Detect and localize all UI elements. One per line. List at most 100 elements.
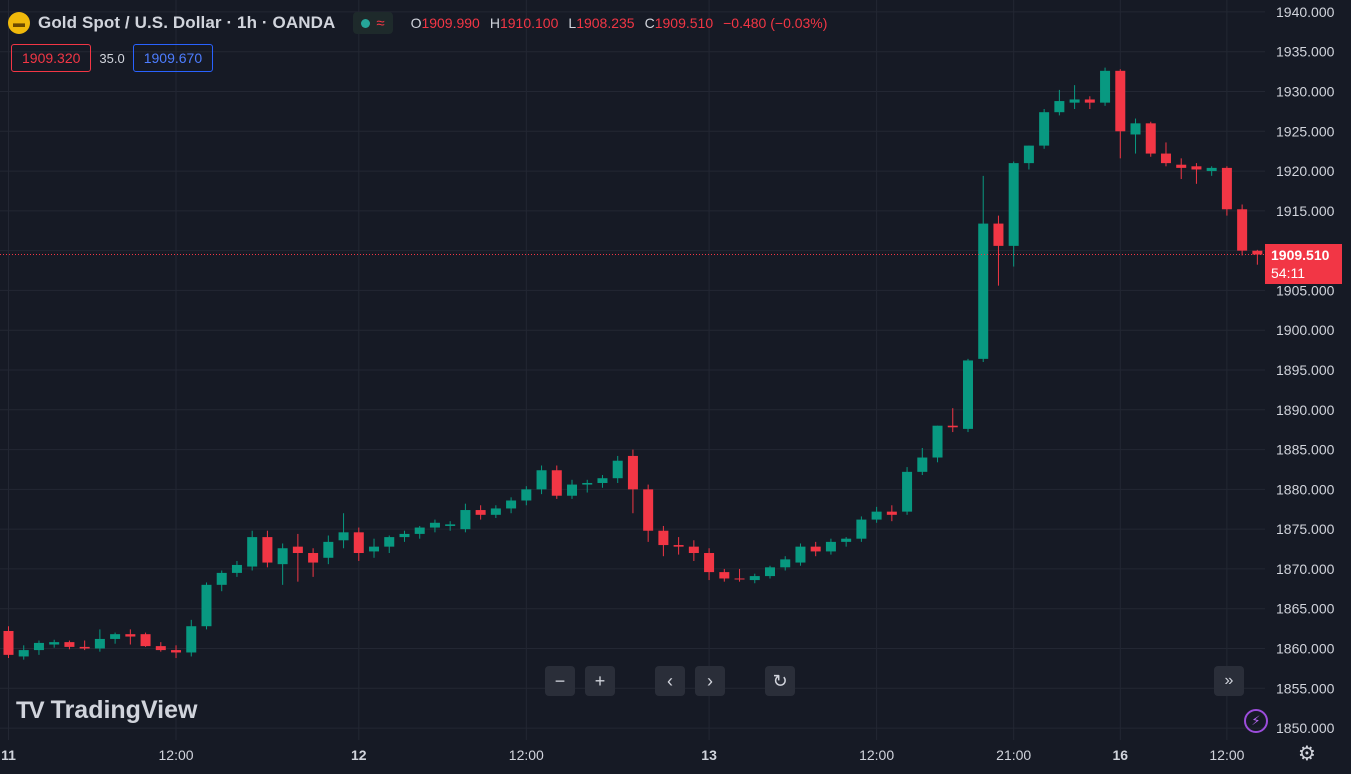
candle	[962, 358, 973, 433]
candle-body	[445, 524, 456, 526]
candle	[1039, 109, 1050, 149]
candle	[917, 447, 928, 476]
zoom-in-button[interactable]: +	[585, 666, 615, 696]
candle-body	[231, 564, 242, 573]
candle	[94, 629, 105, 652]
candle-body	[186, 626, 197, 653]
buy-button[interactable]: 1909.670	[132, 44, 214, 72]
candle	[1054, 89, 1065, 116]
candle	[567, 479, 578, 499]
candle-body	[1039, 112, 1050, 146]
x-tick-label: 12:00	[509, 747, 544, 763]
ohlc-open-label: O	[410, 15, 422, 31]
scroll-right-button[interactable]: ›	[695, 666, 725, 696]
candle	[734, 568, 745, 582]
x-tick-label: 21:00	[996, 747, 1031, 763]
candle	[201, 582, 212, 630]
candle	[719, 568, 730, 582]
price-change: −0.480 (−0.03%)	[723, 15, 828, 31]
candle-body	[110, 634, 121, 639]
candle-body	[429, 522, 440, 528]
candle-body	[536, 470, 547, 490]
ohlc-values: O1909.990 H1910.100 L1908.235 C1909.510 …	[411, 15, 828, 31]
settings-gear-icon[interactable]: ⚙	[1298, 742, 1316, 765]
candle-body	[64, 642, 75, 647]
candle-body	[932, 425, 943, 458]
lightning-icon[interactable]: ⚡	[1244, 709, 1268, 733]
candle-body	[201, 584, 212, 627]
sell-button[interactable]: 1909.320	[11, 44, 92, 72]
candle-body	[978, 223, 989, 359]
candle-body	[1054, 101, 1065, 113]
candle-body	[94, 638, 105, 649]
x-tick-label: 12	[351, 747, 367, 763]
gold-bars-icon[interactable]: ▬	[8, 12, 30, 34]
candle-body	[1069, 99, 1080, 103]
candle-body	[993, 223, 1004, 246]
candle-body	[902, 471, 913, 512]
ohlc-close-label: C	[644, 15, 655, 31]
candle-body	[962, 360, 973, 429]
y-tick-label: 1860.000	[1276, 640, 1335, 656]
candle	[1100, 67, 1111, 106]
candle-body	[810, 546, 821, 552]
candle	[658, 525, 669, 557]
reset-chart-button[interactable]: ↻	[765, 666, 795, 696]
y-tick-label: 1905.000	[1276, 282, 1335, 298]
candle-body	[369, 546, 380, 552]
candle-body	[460, 510, 471, 530]
y-tick-label: 1915.000	[1276, 203, 1335, 219]
brand-watermark[interactable]: TV TradingView	[16, 696, 197, 725]
candle	[886, 505, 897, 522]
y-tick-label: 1850.000	[1276, 720, 1335, 736]
candle-body	[247, 537, 258, 567]
candle-body	[353, 532, 364, 554]
x-tick-label: 11	[1, 747, 16, 763]
scroll-left-button[interactable]: ‹	[655, 666, 685, 696]
candle-body	[49, 642, 60, 645]
scroll-to-realtime-button[interactable]: »	[1214, 666, 1244, 696]
candle-body	[262, 537, 273, 563]
candle-body	[521, 489, 532, 501]
price-axis[interactable]: 1940.000 1935.000 1930.000 1925.000 1920.000…	[1276, 4, 1335, 736]
candle-body	[658, 530, 669, 546]
y-tick-label: 1940.000	[1276, 4, 1335, 20]
candle	[688, 540, 699, 561]
candle-body	[171, 650, 182, 653]
x-tick-label: 12:00	[159, 747, 194, 763]
candle-body	[567, 484, 578, 496]
candle	[49, 639, 60, 648]
candle	[643, 484, 654, 542]
candle	[627, 449, 638, 514]
spread-value: 35.0	[99, 50, 125, 66]
candle	[216, 570, 227, 592]
y-tick-label: 1930.000	[1276, 84, 1335, 100]
candle	[810, 541, 821, 557]
y-tick-label: 1885.000	[1276, 442, 1335, 458]
candle-body	[1084, 99, 1095, 103]
candle	[186, 619, 197, 657]
zoom-out-button[interactable]: −	[545, 666, 575, 696]
y-tick-label: 1855.000	[1276, 680, 1335, 696]
market-open-dot-icon	[361, 18, 371, 28]
candle	[140, 632, 151, 647]
candle-body	[323, 541, 334, 558]
candle	[18, 645, 29, 660]
market-status[interactable]: ≈	[353, 12, 393, 34]
candle-body	[338, 532, 349, 541]
symbol-title[interactable]: Gold Spot / U.S. Dollar · 1h · OANDA	[38, 13, 336, 32]
time-axis[interactable]: 11 12:00 12 12:00 13 12:00 21:00 16 12:00	[1, 747, 1245, 763]
candle	[1069, 85, 1080, 110]
candle	[749, 573, 760, 584]
candle	[856, 516, 867, 542]
candle-body	[506, 500, 517, 509]
candle	[673, 537, 684, 555]
candle-body	[3, 630, 14, 655]
candle	[399, 530, 410, 542]
candles	[3, 67, 1263, 660]
delayed-data-icon: ≈	[376, 14, 385, 32]
candle-body	[277, 548, 288, 565]
candle-body	[1191, 166, 1202, 170]
y-tick-label: 1925.000	[1276, 123, 1335, 139]
